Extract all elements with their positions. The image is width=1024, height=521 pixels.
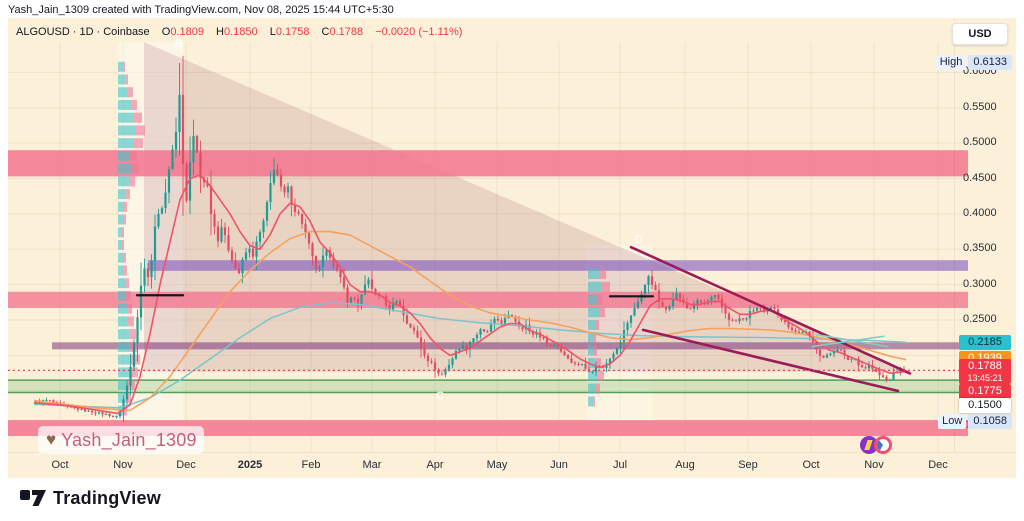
price-tick-0.3000: 0.3000: [963, 277, 997, 290]
pattern-letter-C: C: [436, 390, 444, 402]
time-label-Nov: Nov: [113, 459, 133, 471]
price-badge-0.1500: 0.1500: [959, 397, 1011, 413]
pattern-letter-B: B: [175, 38, 183, 50]
pattern-letter-D: D: [635, 234, 643, 246]
user-watermark: ♥ Yash_Jain_1309: [38, 426, 204, 454]
purple-emoji-sticker[interactable]: [860, 436, 878, 454]
symbol-legend[interactable]: ALGOUSD · 1D · Coinbase O0.1809 H0.1850 L0.1…: [16, 26, 463, 38]
tradingview-logo-text: TradingView: [53, 487, 161, 508]
legend-high: H0.1850: [216, 26, 258, 38]
wedge-upper: [629, 245, 912, 375]
price-tick-0.5500: 0.5500: [963, 100, 997, 113]
tradingview-logo[interactable]: TradingView: [20, 487, 161, 509]
time-label-Apr: Apr: [426, 459, 444, 471]
time-label-Dec: Dec: [176, 459, 196, 471]
emoji-stickers[interactable]: [860, 436, 892, 454]
wedge-lower: [641, 328, 900, 393]
price-tick-0.5000: 0.5000: [963, 136, 997, 149]
price-tick-0.3500: 0.3500: [963, 242, 997, 255]
time-label-May: May: [486, 459, 508, 471]
low-price-pill: Low 0.1058: [938, 414, 1012, 429]
high-price-pill: High 0.6133: [935, 55, 1012, 70]
ma-slow-teal: [33, 302, 907, 409]
time-label-Jul: Jul: [612, 459, 628, 471]
time-label-Jun: Jun: [550, 459, 568, 471]
currency-toggle-button[interactable]: USD: [952, 23, 1008, 45]
legend-low: L0.1758: [269, 26, 310, 38]
heart-icon: ♥: [46, 430, 57, 449]
red-emoji-sticker[interactable]: [874, 436, 892, 454]
time-axis[interactable]: Oct Nov Dec 2025 Feb Mar Apr May Jun Jul Aug Sep Oct…: [8, 452, 1016, 478]
tradingview-logo-icon: [20, 490, 46, 506]
time-label-2025: 2025: [237, 459, 263, 471]
legend-exchange[interactable]: Coinbase: [103, 26, 150, 38]
legend-symbol[interactable]: ALGOUSD: [16, 26, 70, 38]
time-label-Nov: Nov: [864, 459, 884, 471]
price-badge-0.2185: 0.2185: [959, 334, 1011, 350]
time-label-Sep: Sep: [738, 459, 758, 471]
chart-canvas[interactable]: B C D: [8, 18, 1016, 478]
attribution-text: Yash_Jain_1309 created with TradingView.…: [8, 4, 394, 16]
time-label-Oct: Oct: [802, 459, 820, 471]
time-label-Mar: Mar: [362, 459, 382, 471]
legend-open: O0.1809: [161, 26, 204, 38]
ma-mid-orange: [33, 230, 907, 412]
watermark-name: Yash_Jain_1309: [61, 429, 197, 450]
price-badge-0.1788: 0.1788 13:45:21: [959, 358, 1011, 384]
price-tick-0.4000: 0.4000: [963, 206, 997, 219]
time-label-Oct: Oct: [51, 459, 69, 471]
price-badge-0.1775: 0.1775: [959, 383, 1011, 399]
legend-close: C0.1788: [321, 26, 364, 38]
price-axis[interactable]: 0.6000 0.5500 0.5000 0.4500 0.4000 0.3500 0.30…: [935, 18, 1016, 452]
legend-interval[interactable]: 1D: [79, 26, 94, 38]
time-label-Aug: Aug: [675, 459, 695, 471]
legend-change: −0.0020 (−1.11%): [375, 26, 463, 38]
price-tick-0.2500: 0.2500: [963, 312, 997, 325]
plot-layers: B C D: [8, 38, 968, 452]
price-tick-0.4500: 0.4500: [963, 171, 997, 184]
chart-panel: B C D ALGOUSD · 1D · Coinbase O0.1809 H0.1850 …: [8, 18, 1016, 478]
teal-trendline-2: [811, 335, 885, 348]
time-label-Dec: Dec: [928, 459, 948, 471]
time-label-Feb: Feb: [301, 459, 321, 471]
